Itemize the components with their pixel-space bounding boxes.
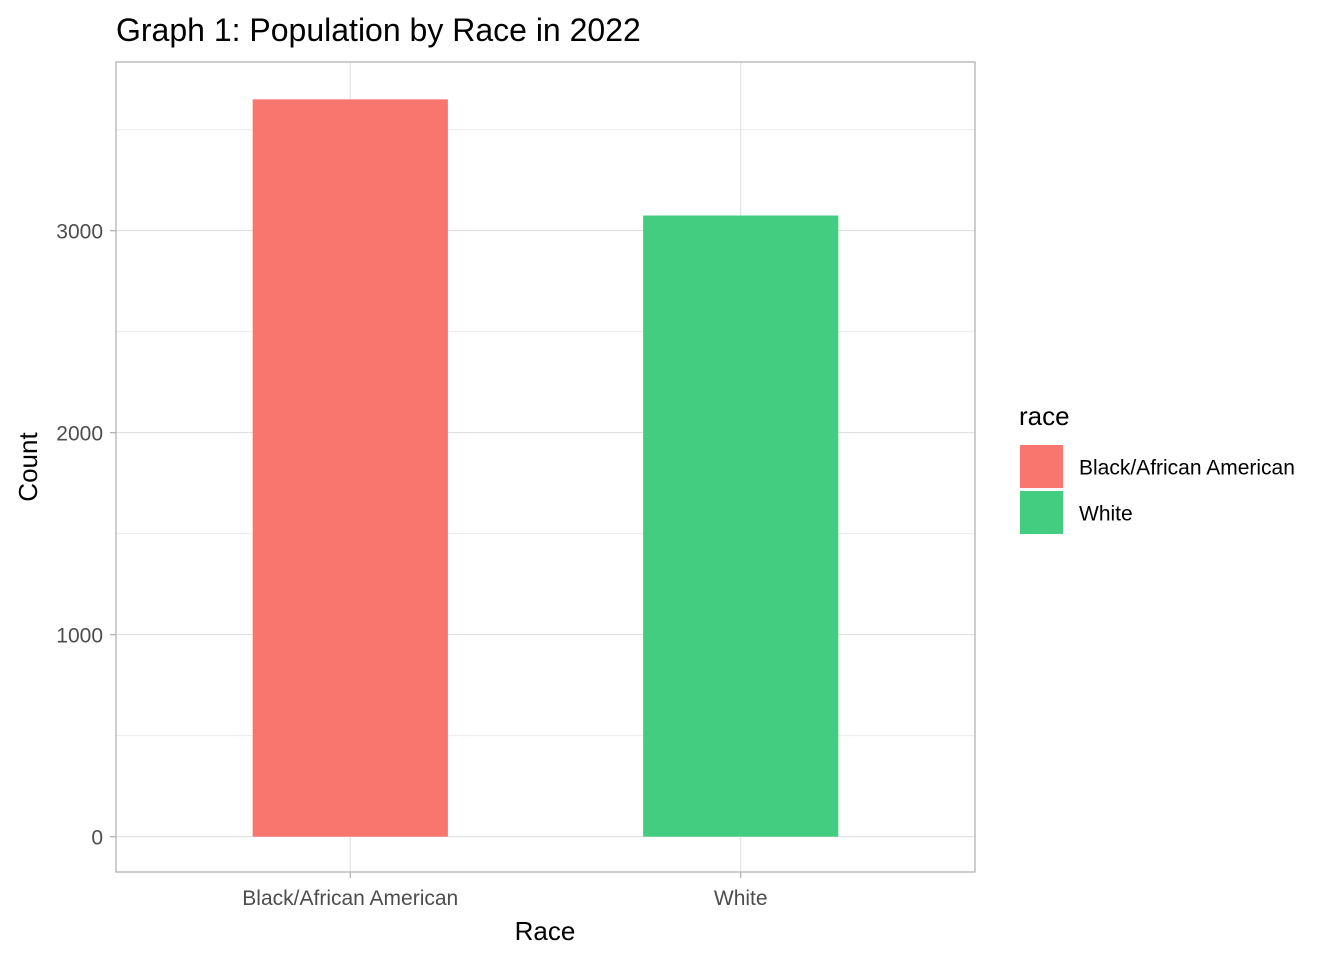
y-tick-label: 2000 <box>56 423 103 446</box>
legend-key-swatch <box>1020 445 1063 488</box>
legend-entries: Black/African American White <box>1020 445 1295 534</box>
legend-title: race <box>1019 401 1070 431</box>
y-axis: 0 1000 2000 3000 <box>56 221 116 850</box>
bar-white <box>643 215 839 837</box>
bars <box>252 99 839 837</box>
y-axis-title: Count <box>13 432 43 502</box>
legend: race Black/African American White <box>1019 401 1295 534</box>
x-axis-title: Race <box>515 916 576 946</box>
y-tick-label: 0 <box>91 827 103 850</box>
y-tick-label: 1000 <box>56 625 103 648</box>
plot-panel-border <box>115 61 976 873</box>
legend-key-label: White <box>1079 503 1133 526</box>
legend-key-swatch <box>1020 491 1063 534</box>
x-tick-label: Black/African American <box>242 887 458 910</box>
y-tick-label: 3000 <box>56 221 103 244</box>
grid-lines <box>116 62 975 872</box>
bar-black-african-american <box>252 99 448 837</box>
x-tick-label: White <box>714 887 768 910</box>
chart-title: Graph 1: Population by Race in 2022 <box>116 12 641 48</box>
x-axis: Black/African American White <box>242 872 768 910</box>
legend-key-label: Black/African American <box>1079 457 1295 480</box>
